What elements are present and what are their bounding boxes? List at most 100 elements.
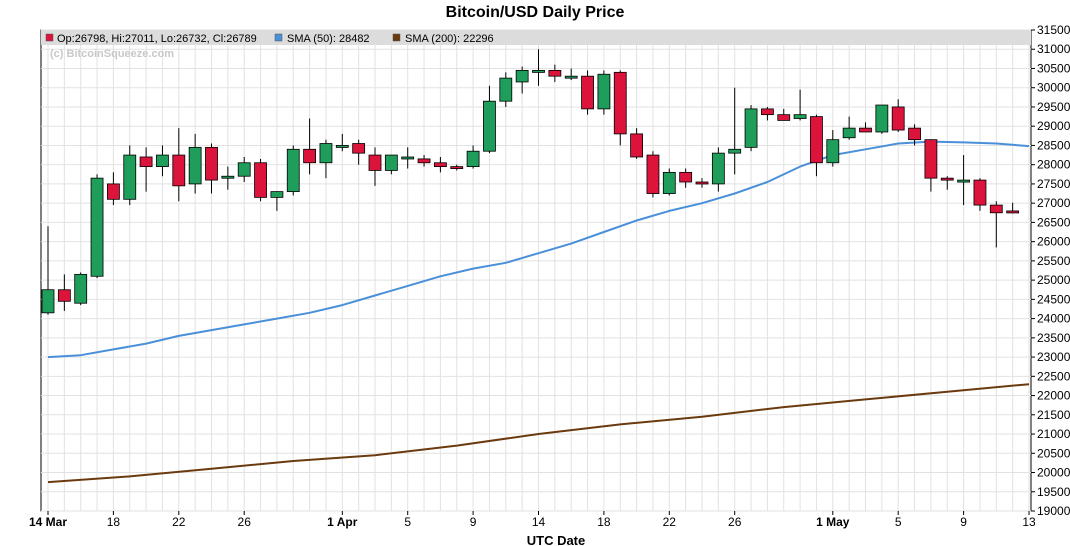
x-tick-label: 13 (1022, 515, 1036, 529)
y-tick-label: 20000 (1037, 466, 1070, 480)
y-tick-label: 29500 (1037, 100, 1070, 114)
y-tick-label: 27000 (1037, 196, 1070, 210)
candle (401, 147, 415, 169)
y-tick-label: 29000 (1037, 119, 1070, 133)
candle (499, 72, 513, 107)
candle-body (41, 289, 55, 314)
candle (613, 70, 627, 146)
candle (384, 154, 398, 175)
candle (1006, 202, 1020, 214)
candlestick-series (41, 49, 1020, 315)
x-tick-label: 18 (107, 515, 121, 529)
x-tick-label: 1 Apr (327, 515, 358, 529)
candle-body (875, 104, 889, 133)
candle-body (254, 162, 267, 198)
y-tick-label: 20500 (1037, 446, 1070, 460)
candle-body (139, 156, 153, 168)
y-tick-label: 26500 (1037, 215, 1070, 229)
candle (744, 105, 758, 152)
y-tick-label: 23500 (1037, 331, 1070, 345)
candle (761, 106, 774, 121)
candle (433, 156, 447, 173)
candle-body (286, 148, 300, 193)
candle (532, 49, 545, 86)
candle-body (842, 127, 856, 139)
plot-area (40, 29, 1032, 512)
y-tick-label: 19500 (1037, 485, 1070, 499)
chart-title: Bitcoin/USD Daily Price (446, 4, 625, 21)
candle-body (679, 171, 693, 183)
y-tick-label: 24000 (1037, 312, 1070, 326)
legend-sma200-swatch (392, 33, 401, 42)
candle-body (695, 181, 709, 185)
candle (515, 66, 529, 94)
candle (940, 176, 954, 190)
candle (810, 114, 823, 177)
candle-body (646, 154, 660, 194)
y-tick-label: 21000 (1037, 427, 1070, 441)
candle-body (581, 75, 594, 110)
sma200-series (47, 383, 1030, 484)
candle-body (908, 127, 921, 141)
y-tick-label: 25000 (1037, 273, 1070, 287)
candle (548, 64, 562, 82)
candle-body (172, 154, 186, 187)
candle-body (662, 171, 676, 194)
candle (581, 70, 594, 115)
candle (270, 191, 284, 211)
y-tick-label: 22500 (1037, 369, 1070, 383)
x-tick-label: 5 (895, 515, 902, 529)
candle-body (761, 108, 774, 116)
watermark: (c) BitcoinSqueeze.com (50, 48, 174, 60)
legend-bar: Op:26798, Hi:27011, Lo:26732, Cl:26789 S… (41, 30, 1031, 45)
y-tick-label: 19000 (1037, 504, 1070, 518)
candle (564, 68, 578, 81)
x-tick-label: 18 (597, 515, 611, 529)
x-tick-label: 22 (172, 515, 186, 529)
candle-body (940, 177, 954, 181)
y-tick-label: 24500 (1037, 292, 1070, 306)
sma50-series (47, 140, 1030, 359)
candle-body (368, 154, 382, 171)
y-tick-label: 30000 (1037, 81, 1070, 95)
candle-body (532, 70, 545, 73)
candle-body (466, 150, 480, 168)
candle-body (924, 139, 938, 179)
candle-body (630, 133, 643, 158)
candle (205, 143, 218, 194)
candle (107, 172, 120, 206)
candle (711, 147, 725, 192)
x-axis: 14 Mar 18 22 26 1 Apr 5 9 14 18 22 26 1 May 5 9 13 (29, 511, 1036, 529)
candle-body (548, 70, 562, 77)
candle-body (515, 70, 529, 83)
candle (450, 164, 464, 171)
x-axis-label: UTC Date (527, 533, 586, 546)
candle (335, 133, 349, 152)
candle (957, 155, 970, 206)
candle (466, 145, 480, 169)
candle (483, 85, 496, 154)
x-tick-label: 5 (404, 515, 411, 529)
candle (156, 145, 169, 177)
candle-body (989, 204, 1003, 214)
candle (286, 145, 300, 196)
y-tick-label: 23000 (1037, 350, 1070, 364)
candle (777, 108, 791, 121)
y-tick-label: 21500 (1037, 408, 1070, 422)
candle-body (90, 177, 104, 277)
legend-sma50-swatch (274, 33, 283, 42)
candle (695, 178, 709, 188)
candle (237, 156, 251, 182)
candle (630, 128, 643, 159)
candle-body (826, 139, 840, 164)
legend-ohlc-swatch (45, 33, 54, 42)
y-tick-label: 28000 (1037, 158, 1070, 172)
x-tick-label: 14 (532, 515, 546, 529)
candle-body (564, 75, 578, 79)
candle-body (597, 73, 611, 110)
candle-body (711, 152, 725, 185)
candle-body (156, 154, 169, 168)
y-tick-label: 22000 (1037, 389, 1070, 403)
candle-body (810, 116, 823, 164)
